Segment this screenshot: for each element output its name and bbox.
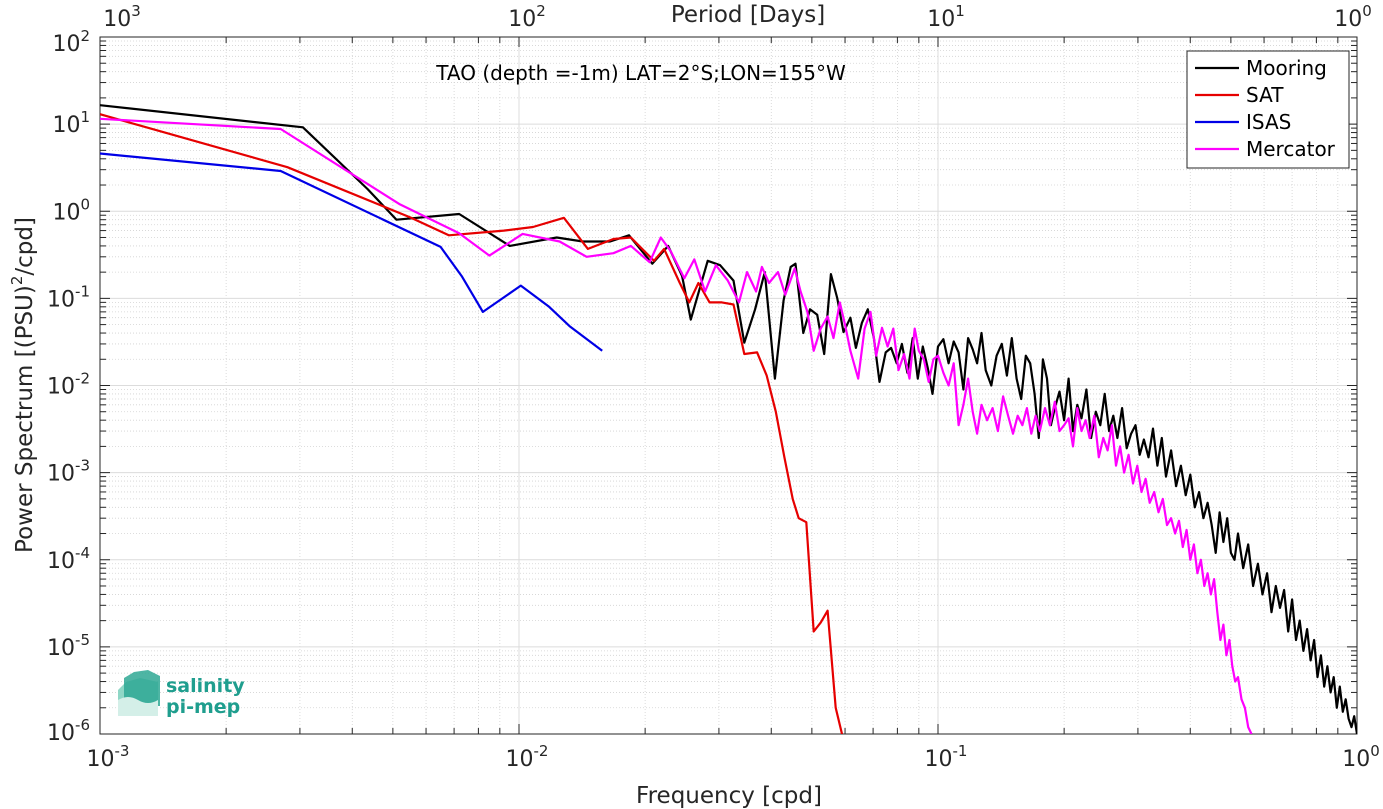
y-tick-label-base: 10 — [47, 549, 75, 574]
top-x-tick-label-exp: 3 — [131, 2, 141, 20]
x-tick-label-exp: -1 — [953, 742, 968, 760]
y-axis-label: Power Spectrum [(PSU)2/cpd] — [8, 217, 38, 553]
y-axis-label-main: Power Spectrum [(PSU) — [12, 285, 38, 553]
top-x-tick-label: 102 — [508, 2, 546, 32]
y-tick-label-base: 10 — [47, 721, 75, 746]
y-tick-label-exp: 2 — [80, 27, 90, 45]
series-line-isas — [100, 152, 603, 352]
top-x-tick-label-base: 10 — [508, 7, 536, 32]
y-tick-label-base: 10 — [52, 113, 80, 138]
y-tick-label: 102 — [52, 27, 90, 57]
y-tick-label: 10-4 — [47, 544, 90, 574]
series-line-sat — [100, 113, 844, 734]
y-tick-label: 100 — [52, 195, 90, 225]
y-tick-label-exp: -2 — [75, 370, 90, 388]
top-x-tick-label: 100 — [1334, 2, 1372, 32]
y-tick-label: 10-5 — [47, 631, 90, 661]
legend-label-isas: ISAS — [1246, 110, 1291, 134]
y-tick-label-base: 10 — [52, 32, 80, 57]
top-x-tick-label-exp: 1 — [955, 2, 965, 20]
x-tick-label-exp: 0 — [1370, 742, 1380, 760]
x-tick-label: 10-3 — [87, 742, 130, 772]
y-tick-label: 10-1 — [47, 282, 90, 312]
x-tick-label: 100 — [1342, 742, 1380, 772]
x-tick-label-exp: -3 — [115, 742, 130, 760]
logo-text-line1: salinity — [166, 675, 245, 697]
x-tick-label-exp: -2 — [534, 742, 549, 760]
y-tick-label: 10-2 — [47, 370, 90, 400]
top-x-tick-label-base: 10 — [103, 7, 131, 32]
y-tick-label-base: 10 — [47, 462, 75, 487]
y-tick-label-base: 10 — [52, 200, 80, 225]
series-lines — [100, 104, 1357, 734]
logo-wave-icon-3 — [118, 697, 158, 716]
y-tick-label-exp: 1 — [80, 108, 90, 126]
logo-wave-icon-2 — [124, 670, 160, 706]
y-axis-label-tail: /cpd] — [12, 217, 38, 276]
y-tick-label: 10-3 — [47, 457, 90, 487]
series-line-mercator — [100, 117, 1253, 734]
legend: Mooring SAT ISAS Mercator — [1186, 50, 1350, 169]
top-x-tick-label-base: 10 — [927, 7, 955, 32]
x-tick-label: 10-2 — [506, 742, 549, 772]
y-tick-label-exp: 0 — [80, 195, 90, 213]
top-x-tick-label: 103 — [103, 2, 141, 32]
y-tick-label-base: 10 — [47, 287, 75, 312]
y-tick-label-exp: -1 — [75, 282, 90, 300]
salinity-pi-mep-logo: salinity pi-mep — [118, 670, 245, 718]
top-x-tick-label-base: 10 — [1334, 7, 1362, 32]
x-tick-label: 10-1 — [925, 742, 968, 772]
y-tick-label-exp: -3 — [75, 457, 90, 475]
legend-label-mercator: Mercator — [1246, 137, 1336, 161]
top-x-tick-label: 101 — [927, 2, 965, 32]
x-tick-label-base: 10 — [1342, 747, 1370, 772]
top-x-axis-label: Period [Days] — [671, 2, 825, 28]
x-tick-label-base: 10 — [87, 747, 115, 772]
y-tick-label-exp: -4 — [75, 544, 90, 562]
x-tick-label-base: 10 — [506, 747, 534, 772]
x-axis-label: Frequency [cpd] — [636, 783, 822, 809]
top-x-tick-label-exp: 2 — [536, 2, 546, 20]
y-tick-label: 101 — [52, 108, 90, 138]
legend-label-mooring: Mooring — [1246, 56, 1327, 80]
y-tick-label-base: 10 — [47, 636, 75, 661]
series-line-mooring — [100, 104, 1357, 734]
chart-title: TAO (depth =-1m) LAT=2°S;LON=155°W — [435, 61, 846, 85]
logo-text-line2: pi-mep — [166, 696, 240, 718]
y-tick-label: 10-6 — [47, 716, 90, 746]
y-tick-label-exp: -6 — [75, 716, 90, 734]
x-tick-label-base: 10 — [925, 747, 953, 772]
y-axis-label-sup: 2 — [8, 276, 26, 286]
top-x-tick-label-exp: 0 — [1362, 2, 1372, 20]
axis-ticks: 10-3 10-2 10-1 10010210110010-110-210-310-4… — [47, 2, 1380, 772]
legend-label-sat: SAT — [1246, 83, 1284, 107]
y-tick-label-base: 10 — [47, 375, 75, 400]
y-tick-label-exp: -5 — [75, 631, 90, 649]
